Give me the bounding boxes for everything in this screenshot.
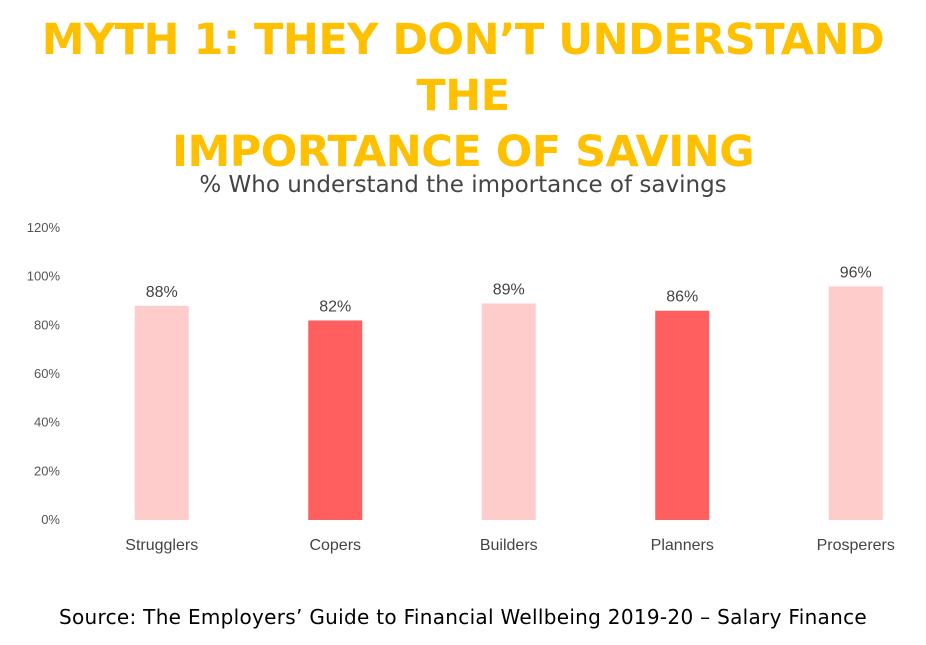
y-tick-label: 100% (27, 269, 61, 284)
bar-strugglers (134, 305, 189, 520)
data-label: 88% (146, 284, 178, 301)
chart-title: % Who understand the importance of savin… (199, 172, 727, 198)
slide-title-line1: MYTH 1: THEY DON’T UNDERSTAND THE (41, 15, 885, 121)
data-label: 89% (493, 281, 525, 298)
y-tick-label: 120% (27, 220, 61, 235)
bar-builders (481, 303, 536, 520)
slide-title: MYTH 1: THEY DON’T UNDERSTAND THE IMPORT… (0, 12, 926, 180)
y-tick-label: 40% (34, 415, 60, 430)
source-note: Source: The Employers’ Guide to Financia… (59, 605, 867, 629)
data-label: 96% (840, 264, 872, 281)
bar-prosperers (828, 286, 883, 520)
slide-title-line2: IMPORTANCE OF SAVING (172, 127, 755, 177)
x-category-label: Planners (651, 537, 714, 554)
bar-planners (655, 310, 710, 520)
y-tick-label: 60% (34, 366, 60, 381)
x-category-label: Prosperers (817, 537, 895, 554)
y-tick-label: 20% (34, 463, 60, 478)
data-label: 86% (666, 289, 698, 306)
bar-copers (308, 320, 363, 520)
y-tick-label: 0% (41, 512, 60, 527)
x-category-label: Builders (480, 537, 538, 554)
y-tick-label: 80% (34, 317, 60, 332)
x-category-label: Strugglers (125, 537, 198, 554)
data-label: 82% (319, 298, 351, 315)
x-category-label: Copers (309, 537, 361, 554)
